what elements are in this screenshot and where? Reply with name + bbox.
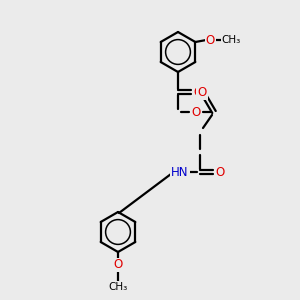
Text: O: O: [215, 166, 225, 178]
Text: O: O: [197, 86, 207, 100]
Text: CH₃: CH₃: [108, 282, 128, 292]
Text: O: O: [194, 85, 202, 98]
Text: O: O: [206, 34, 215, 46]
Text: CH₃: CH₃: [222, 35, 241, 45]
Text: O: O: [113, 259, 123, 272]
Text: O: O: [191, 106, 201, 118]
Text: HN: HN: [171, 166, 189, 178]
